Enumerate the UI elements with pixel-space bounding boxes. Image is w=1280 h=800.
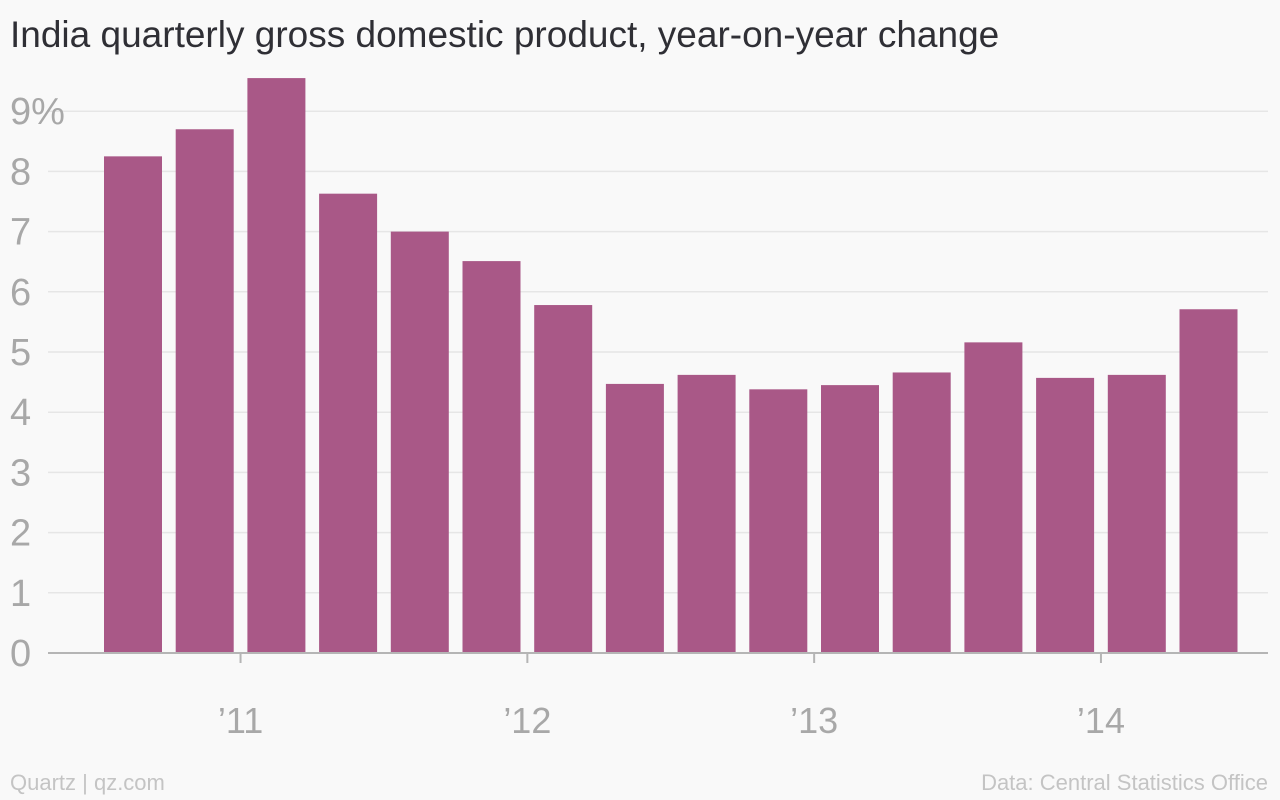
bar [821, 385, 879, 653]
y-tick-label: 8 [10, 151, 31, 193]
bar [1107, 374, 1166, 653]
y-tick-label: 3 [10, 452, 31, 494]
bar [1036, 377, 1095, 653]
bar [247, 78, 306, 654]
bars [104, 78, 1238, 654]
bar [605, 383, 664, 653]
bar [1179, 309, 1238, 653]
bar [390, 231, 449, 653]
y-axis-tick-labels: 0 1 2 3 4 5 6 7 8 9% [10, 91, 65, 675]
y-tick-label: 2 [10, 513, 31, 555]
chart-title: India quarterly gross domestic product, … [10, 14, 1000, 55]
bar [534, 305, 593, 653]
axes [48, 652, 1268, 663]
source-credit: Quartz | qz.com [10, 770, 165, 795]
bar [175, 129, 234, 653]
bar [319, 193, 378, 653]
y-tick-label: 1 [10, 573, 31, 615]
x-tick-label: ’12 [503, 700, 551, 741]
y-tick-label: 9% [10, 91, 65, 133]
bar [892, 372, 951, 653]
y-tick-label: 7 [10, 212, 31, 254]
bar [462, 261, 521, 653]
y-tick-label: 6 [10, 272, 31, 314]
y-tick-label: 0 [10, 633, 31, 675]
x-axis-tick-labels: ’11 ’12 ’13 ’14 [218, 700, 1125, 741]
y-tick-label: 5 [10, 332, 31, 374]
y-tick-label: 4 [10, 392, 31, 434]
bar [964, 342, 1023, 653]
x-tick-label: ’14 [1077, 700, 1125, 741]
bar [104, 156, 162, 653]
x-tick-label: ’11 [218, 700, 263, 741]
x-tick-label: ’13 [790, 700, 838, 741]
bar [749, 389, 808, 653]
bar [677, 374, 736, 653]
data-source: Data: Central Statistics Office [981, 770, 1268, 795]
